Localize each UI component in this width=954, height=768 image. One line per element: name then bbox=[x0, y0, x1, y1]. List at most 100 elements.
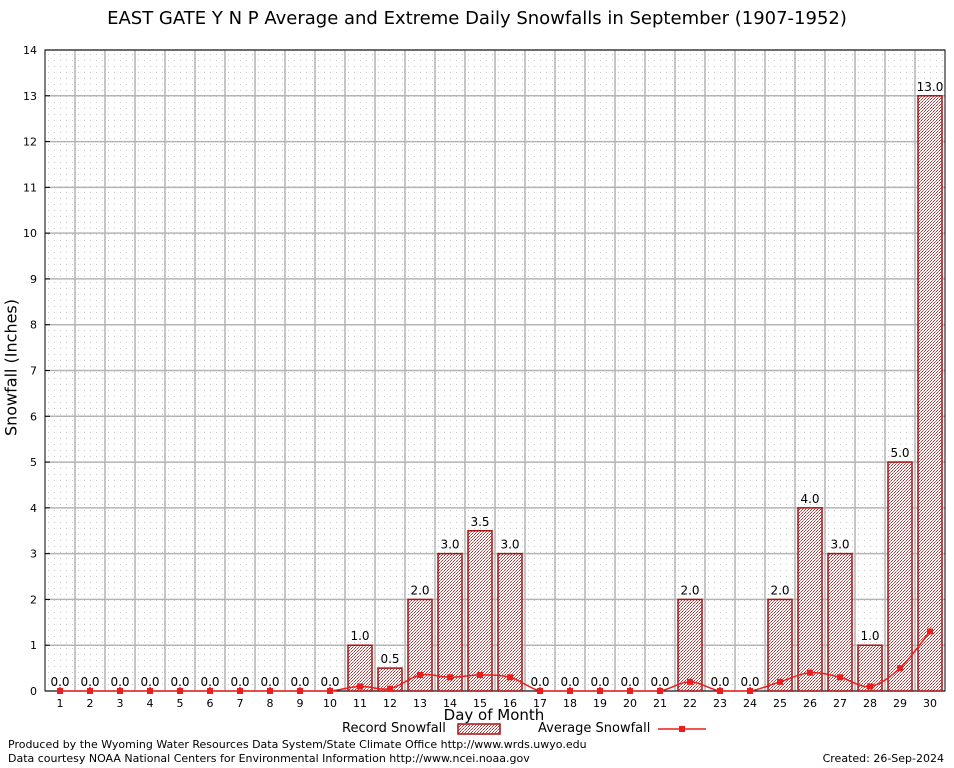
chart-title: EAST GATE Y N P Average and Extreme Dail… bbox=[0, 8, 954, 29]
average-point-day-3 bbox=[117, 688, 123, 694]
bar-label-day-28: 1.0 bbox=[860, 629, 879, 643]
x-tick-label-9: 9 bbox=[297, 697, 304, 710]
legend-record-swatch bbox=[458, 724, 500, 734]
bar-label-day-26: 4.0 bbox=[800, 492, 819, 506]
average-point-day-17 bbox=[537, 688, 543, 694]
average-point-day-10 bbox=[327, 688, 333, 694]
bar-label-day-24: 0.0 bbox=[740, 675, 759, 689]
x-tick-label-25: 25 bbox=[773, 697, 787, 710]
record-bar-day-16 bbox=[498, 554, 522, 691]
bar-label-day-29: 5.0 bbox=[890, 446, 909, 460]
bar-label-day-6: 0.0 bbox=[200, 675, 219, 689]
x-tick-label-19: 19 bbox=[593, 697, 607, 710]
average-point-day-27 bbox=[837, 674, 843, 680]
bar-label-day-7: 0.0 bbox=[230, 675, 249, 689]
average-point-day-14 bbox=[447, 674, 453, 680]
y-tick-label-6: 6 bbox=[30, 410, 37, 423]
x-tick-label-23: 23 bbox=[713, 697, 727, 710]
bar-label-day-2: 0.0 bbox=[80, 675, 99, 689]
legend-average-label: Average Snowfall bbox=[538, 721, 650, 736]
x-tick-label-1: 1 bbox=[57, 697, 64, 710]
x-tick-label-3: 3 bbox=[117, 697, 124, 710]
x-tick-label-11: 11 bbox=[353, 697, 367, 710]
average-point-day-24 bbox=[747, 688, 753, 694]
average-point-day-13 bbox=[417, 672, 423, 678]
record-bar-day-30 bbox=[918, 96, 942, 691]
y-axis-label: Snowfall (Inches) bbox=[2, 293, 21, 443]
average-point-day-12 bbox=[387, 686, 393, 692]
bar-label-day-27: 3.0 bbox=[830, 538, 849, 552]
x-tick-label-7: 7 bbox=[237, 697, 244, 710]
record-bar-day-14 bbox=[438, 554, 462, 691]
average-point-day-26 bbox=[807, 670, 813, 676]
y-tick-label-4: 4 bbox=[30, 502, 37, 515]
bar-label-day-14: 3.0 bbox=[440, 538, 459, 552]
x-tick-label-8: 8 bbox=[267, 697, 274, 710]
bar-label-day-12: 0.5 bbox=[380, 652, 399, 666]
bar-label-day-10: 0.0 bbox=[320, 675, 339, 689]
average-point-day-23 bbox=[717, 688, 723, 694]
bar-label-day-3: 0.0 bbox=[110, 675, 129, 689]
average-point-day-1 bbox=[57, 688, 63, 694]
x-tick-label-28: 28 bbox=[863, 697, 877, 710]
bar-label-day-25: 2.0 bbox=[770, 583, 789, 597]
x-tick-label-20: 20 bbox=[623, 697, 637, 710]
bar-label-day-22: 2.0 bbox=[680, 583, 699, 597]
average-point-day-5 bbox=[177, 688, 183, 694]
bar-label-day-1: 0.0 bbox=[50, 675, 69, 689]
average-point-day-22 bbox=[687, 679, 693, 685]
y-tick-label-9: 9 bbox=[30, 273, 37, 286]
footer-produced-by: Produced by the Wyoming Water Resources … bbox=[8, 738, 587, 751]
y-tick-label-3: 3 bbox=[30, 548, 37, 561]
y-tick-label-10: 10 bbox=[23, 227, 37, 240]
x-tick-label-5: 5 bbox=[177, 697, 184, 710]
x-tick-label-4: 4 bbox=[147, 697, 154, 710]
record-bar-day-25 bbox=[768, 599, 792, 691]
average-point-day-6 bbox=[207, 688, 213, 694]
x-tick-label-6: 6 bbox=[207, 697, 214, 710]
created-date: Created: 26-Sep-2024 bbox=[823, 752, 944, 765]
bar-label-day-13: 2.0 bbox=[410, 583, 429, 597]
x-tick-label-24: 24 bbox=[743, 697, 757, 710]
average-point-day-18 bbox=[567, 688, 573, 694]
bar-label-day-21: 0.0 bbox=[650, 675, 669, 689]
average-point-day-15 bbox=[477, 672, 483, 678]
bar-label-day-9: 0.0 bbox=[290, 675, 309, 689]
x-tick-label-10: 10 bbox=[323, 697, 337, 710]
average-point-day-2 bbox=[87, 688, 93, 694]
y-tick-label-13: 13 bbox=[23, 90, 37, 103]
record-bar-day-15 bbox=[468, 531, 492, 691]
average-point-day-11 bbox=[357, 683, 363, 689]
bar-label-day-4: 0.0 bbox=[140, 675, 159, 689]
y-tick-label-14: 14 bbox=[23, 44, 37, 57]
x-tick-label-30: 30 bbox=[923, 697, 937, 710]
bar-label-day-23: 0.0 bbox=[710, 675, 729, 689]
x-tick-label-2: 2 bbox=[87, 697, 94, 710]
bar-label-day-20: 0.0 bbox=[620, 675, 639, 689]
snowfall-chart: 01234567891011121314 1 2 3 4 5 6 7 8 9 10 11 12 13 14… bbox=[0, 0, 954, 768]
y-tick-label-5: 5 bbox=[30, 456, 37, 469]
y-tick-label-8: 8 bbox=[30, 319, 37, 332]
average-point-day-7 bbox=[237, 688, 243, 694]
x-tick-label-22: 22 bbox=[683, 697, 697, 710]
record-bar-day-22 bbox=[678, 599, 702, 691]
x-tick-label-26: 26 bbox=[803, 697, 817, 710]
average-point-day-4 bbox=[147, 688, 153, 694]
record-bar-day-29 bbox=[888, 462, 912, 691]
average-point-day-20 bbox=[627, 688, 633, 694]
x-tick-label-27: 27 bbox=[833, 697, 847, 710]
y-tick-label-11: 11 bbox=[23, 181, 37, 194]
legend-average-marker bbox=[679, 726, 685, 732]
bar-label-day-8: 0.0 bbox=[260, 675, 279, 689]
bar-label-day-11: 1.0 bbox=[350, 629, 369, 643]
bar-label-day-5: 0.0 bbox=[170, 675, 189, 689]
x-tick-label-21: 21 bbox=[653, 697, 667, 710]
y-tick-label-2: 2 bbox=[30, 593, 37, 606]
footer-data-courtesy: Data courtesy NOAA National Centers for … bbox=[8, 752, 530, 765]
average-point-day-25 bbox=[777, 679, 783, 685]
average-point-day-29 bbox=[897, 665, 903, 671]
average-point-day-21 bbox=[657, 688, 663, 694]
bar-label-day-30: 13.0 bbox=[917, 80, 944, 94]
average-point-day-30 bbox=[927, 628, 933, 634]
bar-label-day-16: 3.0 bbox=[500, 538, 519, 552]
